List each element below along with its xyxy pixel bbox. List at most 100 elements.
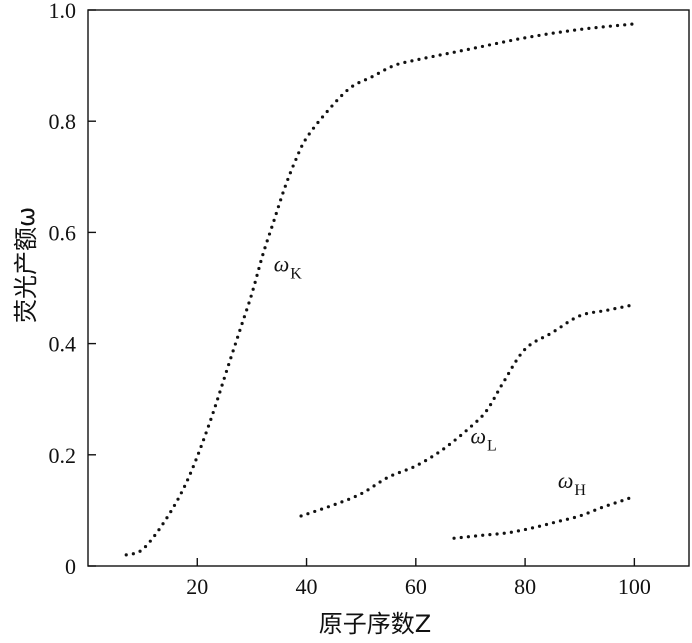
series-dot (372, 484, 376, 488)
series-dot (209, 417, 213, 421)
series-dot (311, 126, 316, 130)
series-dot (238, 328, 242, 332)
series-dot (544, 522, 549, 527)
axis-tick-labels: 20 40 60 80 100 0 0.2 0.4 0.6 0.8 1.0 (49, 0, 651, 599)
y-tick-label: 1.0 (49, 0, 77, 23)
series-dot (473, 46, 478, 50)
series-dot (516, 529, 521, 533)
series-dot (236, 335, 240, 339)
series-dot (172, 503, 177, 508)
x-tick-label: 40 (296, 574, 318, 599)
plot-frame (87, 9, 690, 567)
series-dot (391, 473, 395, 477)
series-dot (627, 496, 631, 501)
series-dot (553, 329, 557, 333)
series-dot (165, 516, 169, 520)
series-dot (294, 157, 298, 162)
series-dot (565, 321, 569, 325)
series-dot (502, 531, 506, 535)
series-dot (558, 519, 563, 523)
series-dot (251, 287, 255, 291)
series-dot (571, 317, 575, 321)
series-dot (288, 171, 292, 175)
series-dot (411, 465, 415, 469)
series-dot (153, 533, 157, 538)
series-dot (459, 535, 463, 540)
y-axis-title: 荧光产额ω (12, 207, 40, 323)
series-dot (274, 211, 278, 216)
y-tick-label: 0.2 (49, 443, 77, 468)
series-dot (366, 488, 370, 492)
series-dot (453, 438, 457, 442)
series-dot (580, 27, 584, 31)
series-dot (179, 491, 183, 495)
series-dot (202, 438, 206, 442)
series-dot (487, 43, 492, 47)
series-dot (613, 501, 617, 505)
series-dot (579, 513, 583, 518)
series-dot (286, 177, 290, 182)
series-dot (630, 22, 634, 26)
series-dot (397, 470, 402, 475)
series-dot (383, 68, 387, 72)
series-dot (475, 419, 479, 423)
series-dot (199, 444, 203, 449)
series-dot (169, 510, 173, 514)
series-dot (261, 252, 265, 257)
series-dot (584, 312, 589, 316)
series-dot (335, 99, 339, 103)
series-dot (340, 93, 344, 98)
series-dot (430, 455, 434, 459)
x-tick-label: 20 (186, 574, 208, 599)
series-dot (530, 526, 535, 530)
series-dot (353, 494, 357, 499)
series-dot (518, 353, 522, 357)
series-dot (227, 362, 231, 367)
series-dot (537, 33, 541, 38)
series-dot (404, 468, 408, 472)
series-dot (291, 164, 295, 168)
series-dot (473, 534, 478, 538)
series-dot (131, 552, 135, 556)
series-dot (481, 533, 485, 537)
series-dot (249, 294, 253, 298)
series-dot (279, 198, 283, 202)
series-dot (510, 365, 514, 369)
series-dot (396, 62, 400, 66)
series-dot (143, 544, 148, 549)
series-dot (438, 53, 442, 57)
series-dot (333, 502, 337, 506)
series-dot (466, 47, 470, 51)
series-dot (229, 356, 233, 360)
series-dot (469, 424, 474, 428)
series-dot (506, 371, 511, 376)
series-dot (594, 25, 598, 30)
series-dot (216, 397, 220, 401)
series-dot (501, 40, 506, 44)
series-dot (176, 497, 180, 501)
series-dot (530, 35, 534, 39)
series-dot (345, 88, 349, 93)
y-tick-label: 0.8 (49, 109, 77, 134)
series-dot (240, 321, 244, 326)
series-dot (480, 414, 484, 418)
series-dot (211, 410, 215, 415)
series-dot (459, 433, 463, 438)
series-dot (606, 503, 610, 507)
series-dot (523, 527, 528, 532)
series-dot (259, 259, 263, 264)
series-dot (565, 517, 570, 521)
series-dot (528, 343, 532, 347)
series-dot (417, 57, 421, 61)
series-dot (182, 484, 187, 488)
series-dot (492, 396, 496, 401)
series-dot (464, 429, 468, 433)
series-dot (213, 404, 218, 408)
series-dot (265, 239, 269, 243)
series-dot (384, 476, 388, 480)
x-tick-label: 100 (618, 574, 651, 599)
series-dot (124, 553, 128, 557)
series-dot (148, 539, 152, 543)
series-dot (417, 462, 421, 466)
